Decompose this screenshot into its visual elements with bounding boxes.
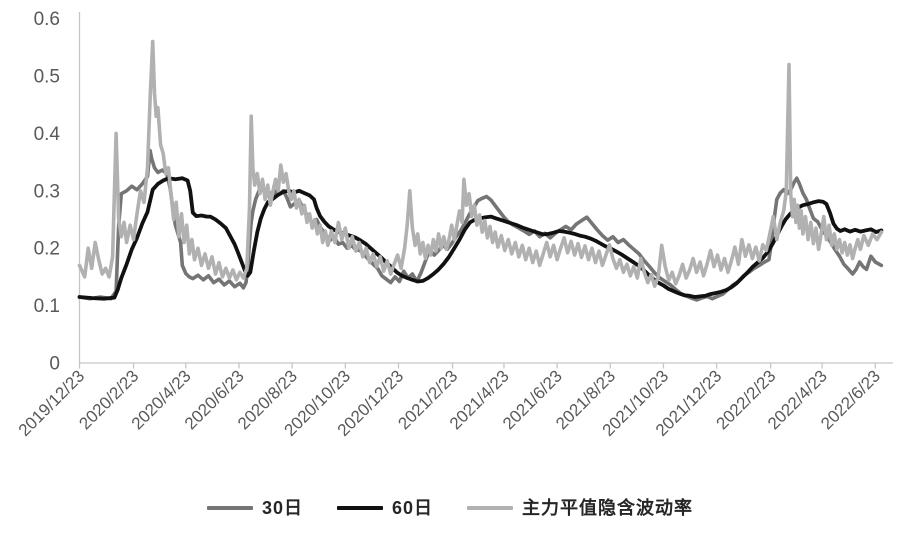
chart-legend: 30日 60日 主力平值隐含波动率: [0, 499, 900, 517]
legend-label-60d: 60日: [392, 498, 434, 518]
y-axis-tick-label: 0.3: [34, 181, 60, 202]
legend-item-main-iv: 主力平值隐含波动率: [467, 499, 693, 517]
legend-swatch-main-iv: [467, 506, 514, 510]
y-axis-tick-label: 0.2: [34, 239, 60, 260]
legend-swatch-60d: [337, 506, 383, 510]
legend-label-main-iv: 主力平值隐含波动率: [522, 498, 694, 518]
legend-label-30d: 30日: [261, 498, 303, 518]
series-line-30d: [77, 148, 884, 302]
x-axis-tick-label: 2019/12/23: [15, 366, 89, 440]
legend-item-60d: 60日: [337, 499, 433, 517]
legend-item-30d: 30日: [206, 498, 303, 518]
series-line-60d: [77, 176, 884, 301]
y-axis-tick-label: 0.5: [34, 67, 60, 88]
y-axis-tick-label: 0.1: [34, 296, 60, 317]
legend-swatch-30d: [206, 506, 253, 510]
y-axis-tick-label: 0: [49, 354, 60, 375]
series-line-main-iv: [77, 39, 884, 288]
y-axis-tick-label: 0.4: [34, 124, 61, 145]
y-axis-tick-label: 0.6: [34, 9, 60, 30]
